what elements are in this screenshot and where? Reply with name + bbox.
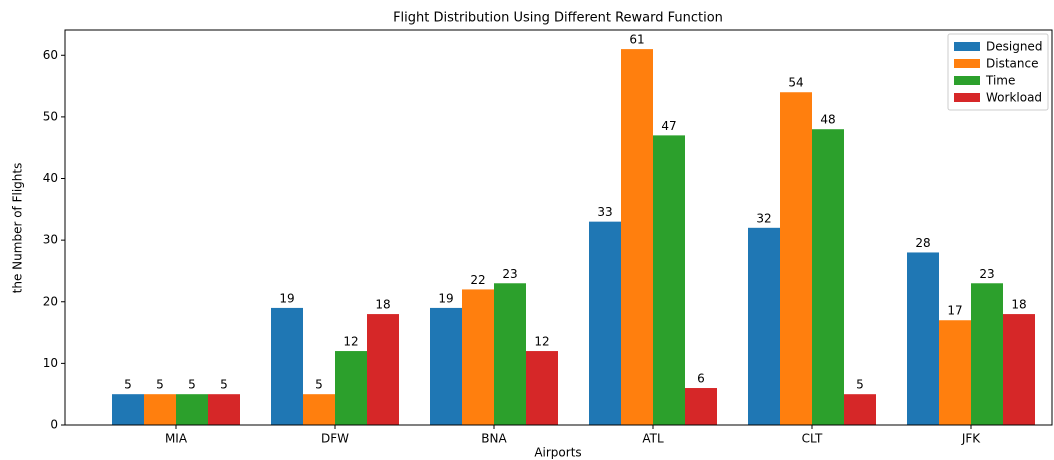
data-label: 5 (156, 378, 164, 392)
bar (526, 351, 558, 425)
data-label: 5 (124, 378, 132, 392)
data-label: 18 (1011, 298, 1026, 312)
x-tick-label: ATL (642, 432, 664, 446)
y-tick-label: 50 (43, 109, 58, 123)
plot-frame (64, 29, 1053, 426)
y-axis-label: the Number of Flights (11, 163, 25, 294)
legend-swatch (954, 76, 980, 85)
data-label: 6 (697, 372, 705, 386)
data-label: 54 (788, 76, 803, 90)
bar (271, 307, 303, 425)
data-label: 12 (534, 335, 549, 349)
bar (462, 289, 494, 425)
bar (653, 135, 685, 425)
data-label: 23 (502, 267, 517, 281)
bar (303, 394, 335, 425)
bar (112, 394, 144, 425)
bar (685, 388, 717, 425)
data-label: 61 (629, 33, 644, 47)
data-label: 48 (820, 113, 835, 127)
bar (430, 307, 462, 425)
bar (335, 351, 367, 425)
data-label: 23 (979, 267, 994, 281)
bar (621, 49, 653, 425)
data-label: 19 (279, 291, 294, 305)
data-label: 17 (947, 304, 962, 318)
data-label: 18 (375, 298, 390, 312)
y-tick-label: 20 (43, 294, 58, 308)
data-label: 32 (756, 211, 771, 225)
x-tick-label: MIA (165, 432, 188, 446)
data-label: 5 (188, 378, 196, 392)
x-tick-label: JFK (961, 432, 981, 446)
data-label: 5 (220, 378, 228, 392)
bar (144, 394, 176, 425)
bar (589, 221, 621, 425)
chart-title: Flight Distribution Using Different Rewa… (393, 11, 723, 26)
data-label: 5 (856, 378, 864, 392)
data-label: 19 (438, 291, 453, 305)
bar (780, 92, 812, 425)
x-axis-label: Airports (534, 446, 581, 460)
bar (844, 394, 876, 425)
legend-label: Designed (986, 40, 1042, 54)
bar (176, 394, 208, 425)
x-tick-label: BNA (481, 432, 507, 446)
bar (748, 227, 780, 425)
data-label: 47 (661, 119, 676, 133)
data-label: 33 (597, 205, 612, 219)
data-label: 12 (343, 335, 358, 349)
legend-swatch (954, 93, 980, 102)
x-tick-label: CLT (802, 432, 823, 446)
legend-swatch (954, 42, 980, 51)
legend-box (947, 33, 1049, 111)
bar (907, 252, 939, 425)
bar (1003, 314, 1035, 425)
legend-label: Workload (986, 91, 1042, 105)
bar (971, 283, 1003, 425)
data-label: 5 (315, 378, 323, 392)
bar (494, 283, 526, 425)
y-tick-label: 0 (50, 418, 58, 432)
y-tick-label: 60 (43, 48, 58, 62)
y-tick-label: 30 (43, 233, 58, 247)
bar (939, 320, 971, 425)
data-label: 22 (470, 273, 485, 287)
bar (208, 394, 240, 425)
legend-swatch (954, 59, 980, 68)
y-tick-label: 10 (43, 356, 58, 370)
legend-label: Distance (986, 57, 1038, 71)
x-tick-label: DFW (321, 432, 349, 446)
data-label: 28 (915, 236, 930, 250)
y-tick-label: 40 (43, 171, 58, 185)
bar (367, 314, 399, 425)
bar (812, 129, 844, 426)
legend-label: Time (985, 74, 1015, 88)
